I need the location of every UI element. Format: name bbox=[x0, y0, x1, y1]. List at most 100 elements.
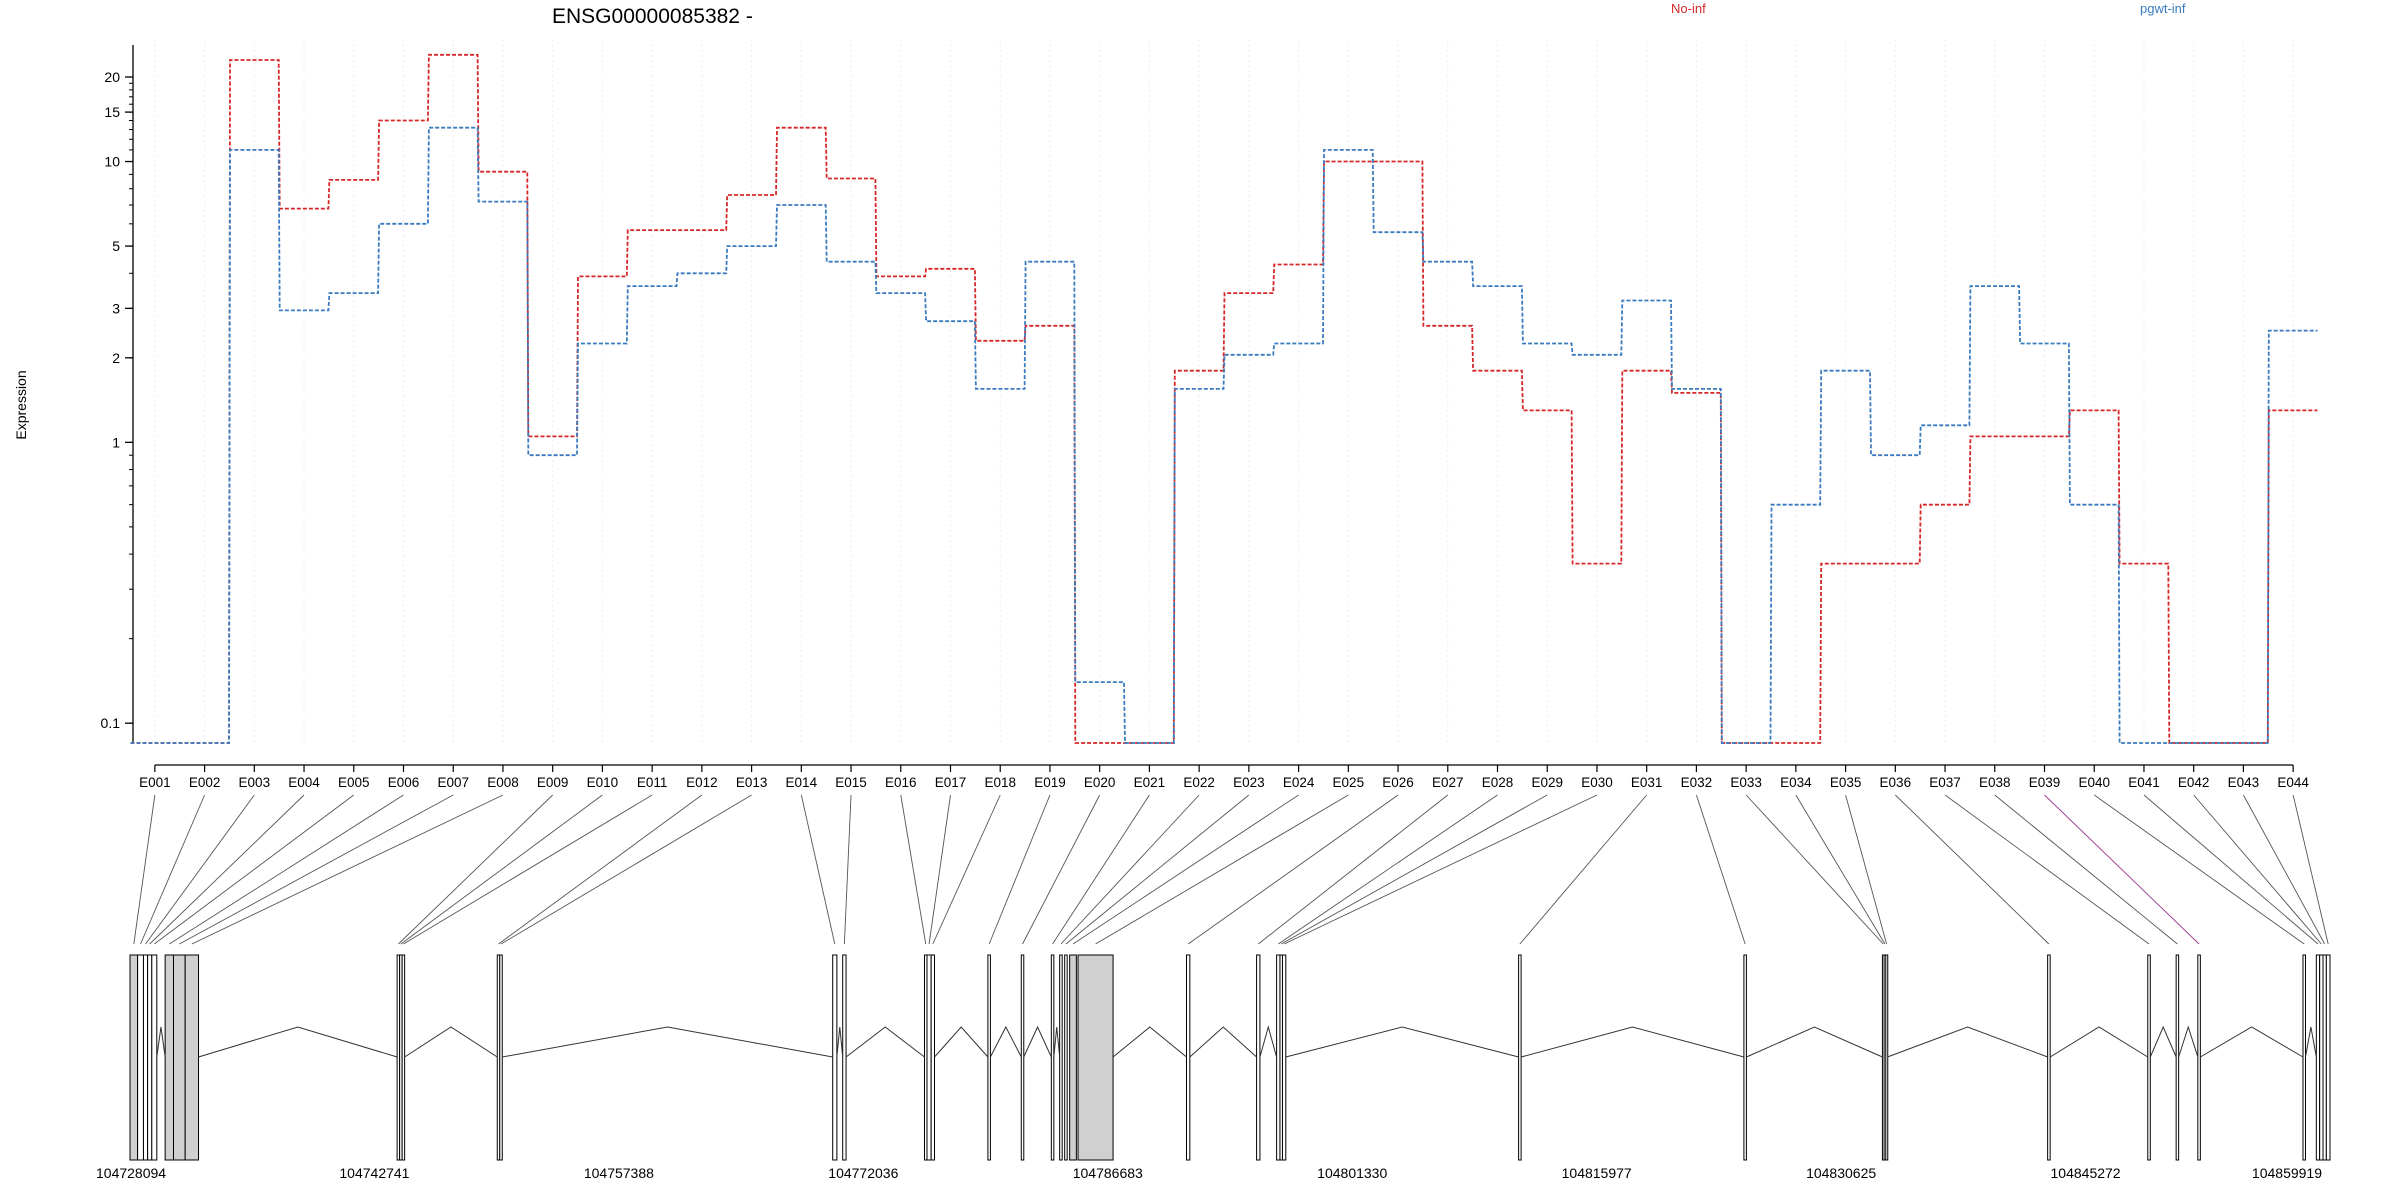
exon-connector bbox=[140, 794, 206, 945]
intron-line bbox=[1285, 1026, 1519, 1058]
exon-block bbox=[1020, 954, 1025, 1161]
intron-line bbox=[2200, 1026, 2304, 1058]
exon-block bbox=[1050, 954, 1055, 1161]
exon-block bbox=[842, 954, 847, 1161]
intron-line bbox=[1112, 1026, 1187, 1058]
exon-connector bbox=[1072, 794, 1299, 945]
exon-tick-label: E003 bbox=[239, 775, 271, 790]
exon-block bbox=[1276, 954, 1281, 1161]
exon-tick-label: E002 bbox=[189, 775, 221, 790]
exon-tick-label: E036 bbox=[1880, 775, 1912, 790]
exon-block bbox=[2302, 954, 2306, 1161]
exon-connector bbox=[2193, 794, 2322, 945]
exon-block bbox=[2147, 954, 2151, 1161]
exon-connector bbox=[398, 794, 553, 945]
exon-tick-label: E030 bbox=[1581, 775, 1613, 790]
exon-block bbox=[142, 954, 149, 1161]
exon-connector bbox=[2243, 794, 2326, 945]
intron-line bbox=[2149, 1025, 2177, 1058]
exon-axis: E001 E002 E003 E004 E005 E006 E007 E008 E009 E010… bbox=[139, 764, 2309, 790]
exon-block bbox=[1186, 954, 1191, 1161]
exon-connector bbox=[2093, 794, 2305, 945]
exon-tick-label: E032 bbox=[1681, 775, 1713, 790]
exon-block bbox=[987, 954, 991, 1161]
exon-block bbox=[1069, 954, 1077, 1161]
exon-tick-label: E018 bbox=[984, 775, 1016, 790]
exon-block bbox=[151, 954, 158, 1161]
exon-tick-label: E008 bbox=[487, 775, 519, 790]
intron-line bbox=[1053, 1026, 1061, 1058]
exon-block bbox=[1064, 954, 1068, 1161]
exon-block bbox=[1885, 954, 1889, 1161]
intron-line bbox=[2049, 1026, 2149, 1058]
exon-tick-label: E027 bbox=[1432, 775, 1464, 790]
legend-label-no-inf: No-inf bbox=[1671, 1, 1706, 16]
exon-tick-label: E006 bbox=[388, 775, 420, 790]
intron-line bbox=[1887, 1026, 2048, 1058]
exon-connector bbox=[1845, 794, 1888, 945]
exon-connector bbox=[1695, 794, 1746, 945]
y-tick-label: 5 bbox=[112, 238, 120, 254]
exon-connector bbox=[1994, 794, 2178, 945]
exon-connector bbox=[1944, 794, 2150, 945]
genomic-coordinate-label: 104845272 bbox=[2051, 1165, 2121, 1181]
exon-connector bbox=[1519, 794, 1648, 945]
intron-line bbox=[198, 1026, 398, 1058]
exon-block bbox=[147, 954, 153, 1161]
exon-block bbox=[2322, 954, 2327, 1161]
exon-connector bbox=[2143, 794, 2319, 945]
exon-block bbox=[1077, 954, 1114, 1161]
exon-block bbox=[2315, 954, 2321, 1161]
genomic-coordinate-axis: 104728094 104742741 104757388 104772036 1047… bbox=[96, 1165, 2322, 1181]
exon-block bbox=[1059, 954, 1063, 1161]
genomic-coordinate-label: 104772036 bbox=[828, 1165, 898, 1181]
exon-connector bbox=[800, 794, 836, 945]
exon-connector bbox=[169, 794, 404, 945]
y-axis-label: Expression bbox=[13, 370, 29, 439]
exon-connector bbox=[932, 794, 1001, 945]
exon-tick-label: E042 bbox=[2178, 775, 2210, 790]
legend-label-pgwt-inf: pgwt-inf bbox=[2140, 1, 2186, 16]
exon-tick-label: E016 bbox=[885, 775, 917, 790]
genomic-coordinate-label: 104801330 bbox=[1317, 1165, 1387, 1181]
exon-tick-label: E023 bbox=[1233, 775, 1265, 790]
exon-connector bbox=[928, 794, 951, 945]
exon-tick-label: E025 bbox=[1333, 775, 1365, 790]
series-line-pgwt-inf bbox=[130, 126, 2318, 744]
exon-connector bbox=[191, 794, 504, 945]
exon-tick-label: E034 bbox=[1780, 775, 1812, 790]
exon-connector bbox=[145, 794, 255, 945]
exon-connector bbox=[1022, 794, 1101, 945]
y-tick-label: 1 bbox=[112, 434, 120, 450]
genomic-coordinate-label: 104786683 bbox=[1073, 1165, 1143, 1181]
intron-line bbox=[1189, 1026, 1257, 1058]
exon-block bbox=[1256, 954, 1261, 1161]
exon-connector bbox=[133, 794, 156, 945]
exon-block bbox=[172, 954, 186, 1161]
exon-tick-label: E031 bbox=[1631, 775, 1663, 790]
exon-block bbox=[926, 954, 932, 1161]
series-line-no-inf bbox=[130, 53, 2318, 744]
exon-block bbox=[401, 954, 406, 1161]
expression-series bbox=[130, 53, 2318, 744]
intron-line bbox=[156, 1026, 166, 1058]
exon-tick-label: E011 bbox=[637, 775, 668, 790]
y-tick-label: 0.1 bbox=[101, 715, 121, 731]
exon-tick-label: E033 bbox=[1730, 775, 1762, 790]
exon-tick-label: E007 bbox=[437, 775, 469, 790]
intron-line bbox=[2178, 1025, 2199, 1058]
exon-connector bbox=[179, 794, 454, 945]
y-axis: 0.1 1 2 3 5 10 15 20 bbox=[101, 45, 134, 743]
exon-connector bbox=[900, 794, 927, 945]
exon-tick-label: E021 bbox=[1134, 775, 1166, 790]
exon-block bbox=[2047, 954, 2051, 1161]
exon-tick-label: E015 bbox=[835, 775, 867, 790]
intron-line bbox=[1023, 1025, 1052, 1058]
exon-tick-label: E039 bbox=[2029, 775, 2061, 790]
y-tick-label: 3 bbox=[112, 300, 120, 316]
exon-block bbox=[137, 954, 144, 1161]
y-tick-label: 15 bbox=[104, 104, 120, 120]
exon-connector bbox=[1795, 794, 1886, 945]
exon-tick-label: E014 bbox=[786, 775, 818, 790]
